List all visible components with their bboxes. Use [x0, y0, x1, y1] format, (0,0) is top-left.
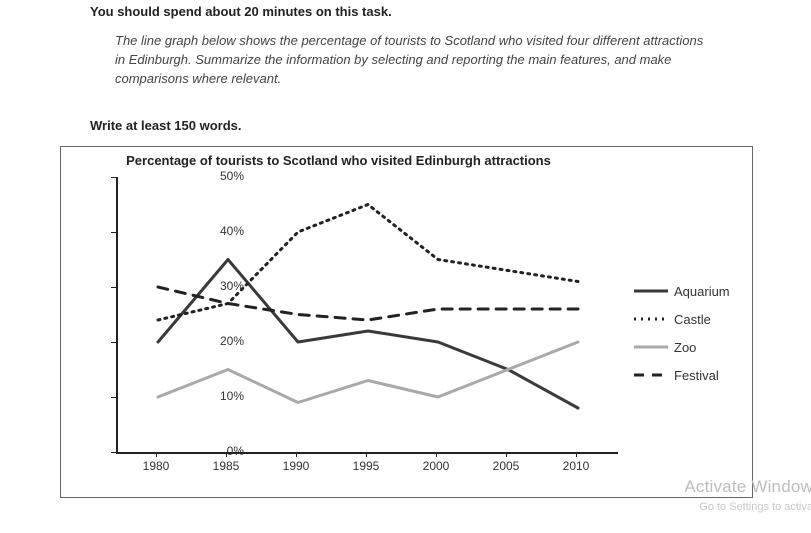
legend-label: Aquarium [674, 284, 730, 299]
legend-label: Zoo [674, 340, 696, 355]
legend-swatch [634, 340, 668, 354]
task-time-instruction: You should spend about 20 minutes on thi… [90, 4, 392, 19]
windows-activation-subtext: Go to Settings to activa [699, 501, 811, 513]
x-tick-2000: 2000 [416, 459, 456, 473]
x-tick-1995: 1995 [346, 459, 386, 473]
legend: Aquarium Castle Zoo Festival [634, 277, 744, 389]
legend-swatch [634, 312, 668, 326]
legend-label: Festival [674, 368, 719, 383]
legend-label: Castle [674, 312, 711, 327]
legend-item-zoo: Zoo [634, 333, 744, 361]
legend-item-castle: Castle [634, 305, 744, 333]
task-description: The line graph below shows the percentag… [115, 32, 715, 89]
chart-lines [118, 177, 618, 452]
x-tick-1990: 1990 [276, 459, 316, 473]
task-word-instruction: Write at least 150 words. [90, 118, 242, 133]
x-tick-2005: 2005 [486, 459, 526, 473]
x-tick-1985: 1985 [206, 459, 246, 473]
chart-container: Percentage of tourists to Scotland who v… [60, 146, 753, 498]
legend-item-aquarium: Aquarium [634, 277, 744, 305]
legend-swatch [634, 368, 668, 382]
x-tick-1980: 1980 [136, 459, 176, 473]
windows-activation-watermark: Activate Window [684, 477, 811, 497]
series-festival [158, 287, 578, 320]
legend-swatch [634, 284, 668, 298]
chart-title: Percentage of tourists to Scotland who v… [61, 153, 616, 168]
x-tick-2010: 2010 [556, 459, 596, 473]
legend-item-festival: Festival [634, 361, 744, 389]
series-aquarium [158, 260, 578, 409]
plot-area [116, 177, 618, 454]
